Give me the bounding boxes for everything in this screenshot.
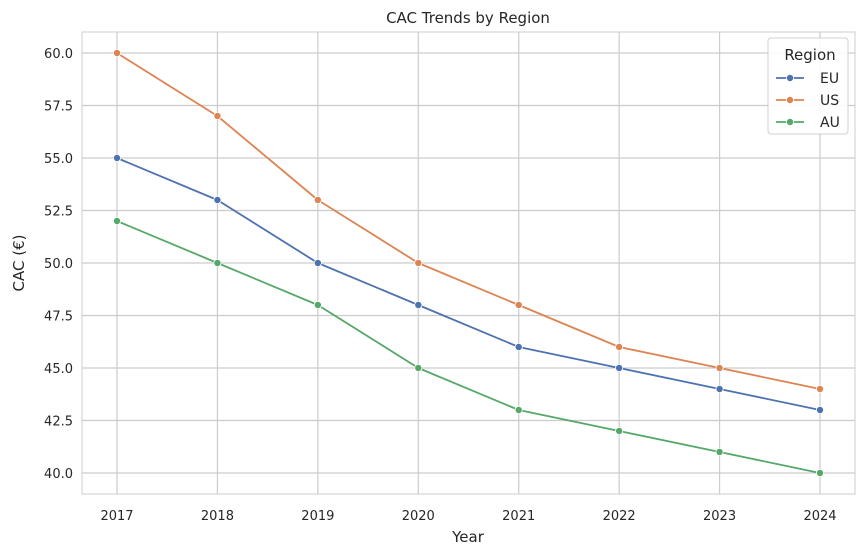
legend-label-au: AU — [820, 115, 840, 131]
data-point-us — [414, 258, 423, 267]
y-axis-label: CAC (€) — [10, 235, 28, 292]
data-point-au — [514, 405, 523, 414]
data-point-au — [615, 426, 624, 435]
y-tick-label: 55.0 — [44, 152, 73, 167]
x-tick-label: 2024 — [803, 509, 836, 524]
data-point-eu — [414, 300, 423, 309]
x-axis-label: Year — [451, 528, 485, 546]
data-point-au — [213, 258, 222, 267]
x-tick-label: 2023 — [703, 509, 736, 524]
x-tick-label: 2022 — [603, 509, 636, 524]
legend-box — [767, 37, 849, 135]
data-point-eu — [816, 405, 825, 414]
y-tick-label: 52.5 — [44, 205, 73, 220]
data-point-au — [313, 300, 322, 309]
legend-marker-us — [786, 96, 795, 105]
y-tick-label: 57.5 — [44, 100, 73, 115]
x-tick-label: 2021 — [502, 509, 535, 524]
data-point-au — [715, 447, 724, 456]
data-point-us — [514, 300, 523, 309]
grid — [82, 32, 855, 494]
data-point-eu — [213, 195, 222, 204]
series-line-au — [116, 220, 821, 474]
data-point-eu — [514, 342, 523, 351]
legend-label-eu: EU — [820, 71, 839, 87]
legend-title: Region — [784, 46, 835, 64]
data-point-eu — [615, 363, 624, 372]
x-tick-label: 2019 — [301, 509, 334, 524]
data-point-us — [213, 112, 222, 121]
legend-label-us: US — [820, 93, 839, 109]
data-point-eu — [113, 153, 122, 162]
chart-title: CAC Trends by Region — [386, 9, 550, 27]
y-tick-label: 40.0 — [44, 467, 73, 482]
y-tick-label: 60.0 — [44, 47, 73, 62]
y-tick-labels: 40.0 42.5 45.0 47.5 50.0 52.5 55.0 57.5 60.0 — [44, 47, 73, 482]
x-tick-label: 2020 — [402, 509, 435, 524]
legend-marker-eu — [786, 74, 795, 83]
data-point-au — [816, 468, 825, 477]
data-point-us — [715, 363, 724, 372]
legend-items: EU US AU — [776, 71, 840, 131]
legend-marker-au — [786, 118, 795, 127]
data-point-us — [615, 342, 624, 351]
data-point-us — [113, 49, 122, 58]
data-point-au — [113, 216, 122, 225]
data-point-eu — [313, 258, 322, 267]
y-tick-label: 47.5 — [44, 310, 73, 325]
y-tick-label: 42.5 — [44, 415, 73, 430]
data-point-us — [313, 195, 322, 204]
y-tick-label: 45.0 — [44, 362, 73, 377]
data-point-eu — [715, 384, 724, 393]
x-tick-labels: 2017 2018 2019 2020 2021 2022 2023 2024 — [100, 509, 836, 524]
data-point-au — [414, 363, 423, 372]
x-tick-label: 2017 — [100, 509, 133, 524]
x-tick-label: 2018 — [201, 509, 234, 524]
series-line-eu — [116, 157, 821, 411]
data-point-us — [816, 384, 825, 393]
series-line-us — [116, 52, 821, 390]
series-group — [113, 49, 825, 477]
y-tick-label: 50.0 — [44, 257, 73, 272]
legend: Region EU US AU — [767, 37, 849, 135]
